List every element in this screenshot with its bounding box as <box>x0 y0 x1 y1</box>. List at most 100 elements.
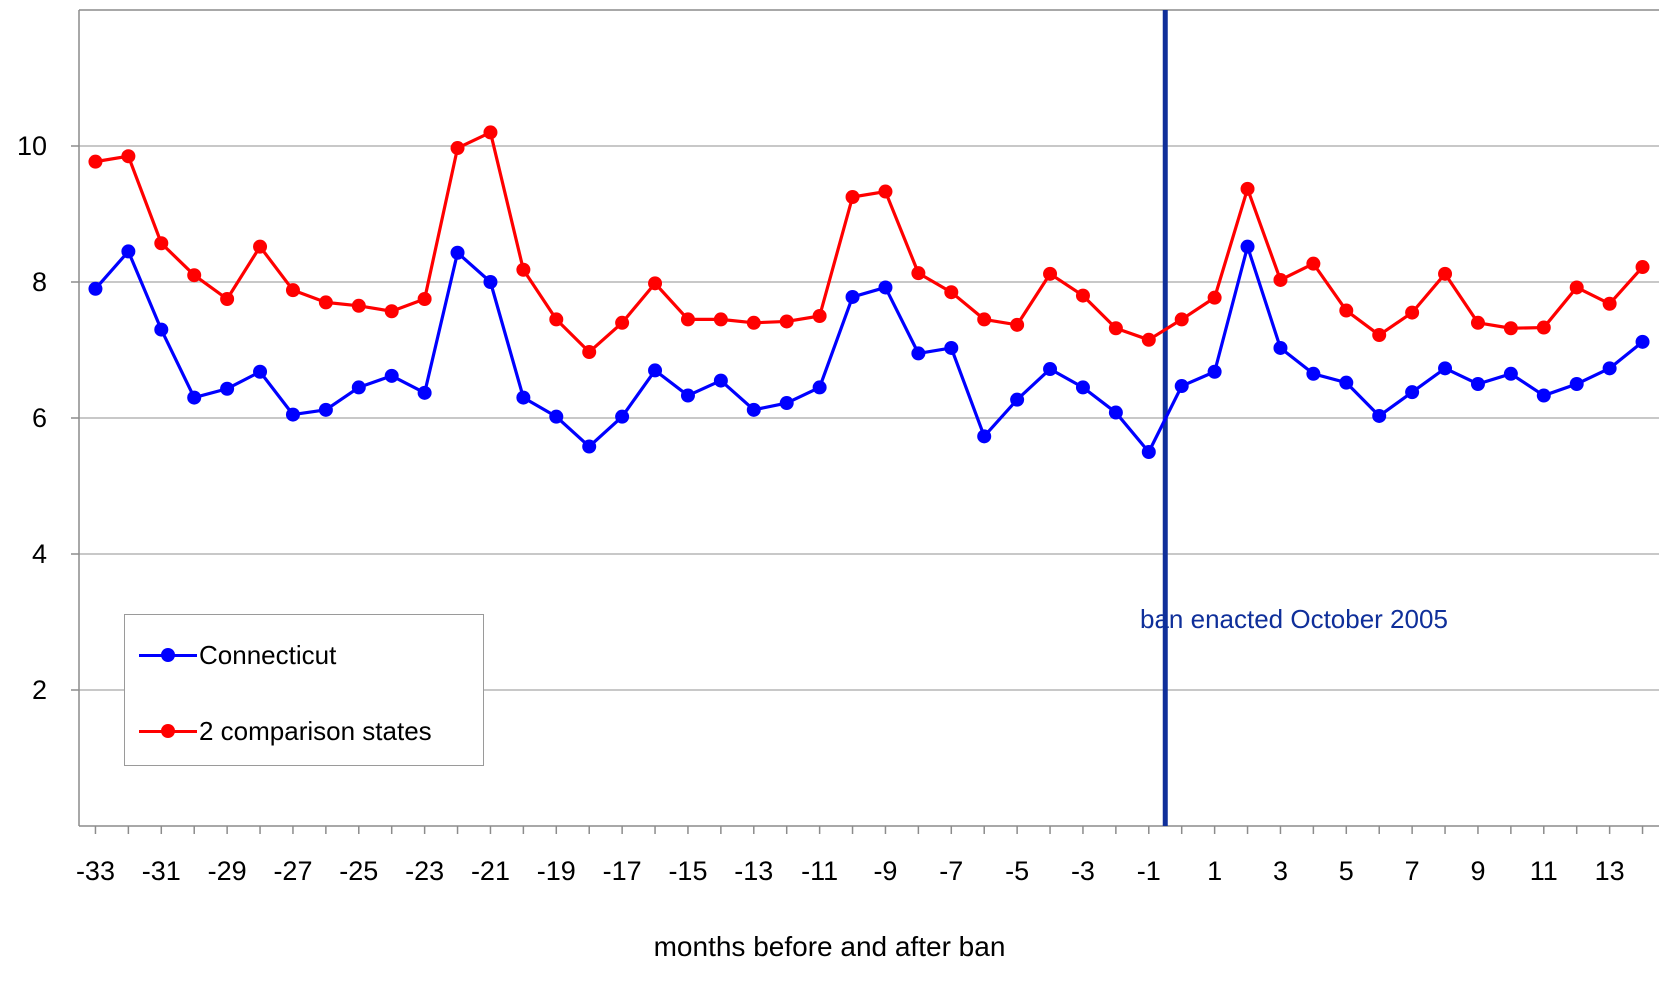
ban-annotation-label: ban enacted October 2005 <box>1140 604 1448 634</box>
data-point-connecticut <box>779 396 794 411</box>
data-point-connecticut <box>845 289 860 304</box>
series-line-connecticut <box>94 245 1644 454</box>
x-tick-label: 3 <box>1273 856 1288 886</box>
data-point-connecticut <box>1372 408 1387 423</box>
data-point-comparison-states <box>1536 320 1551 335</box>
legend: Connecticut 2 comparison states <box>124 614 484 766</box>
data-point-connecticut <box>253 364 268 379</box>
data-point-connecticut <box>220 381 235 396</box>
x-tick-label: -7 <box>939 856 963 886</box>
x-tick-label: -25 <box>339 856 378 886</box>
x-tick-label: 5 <box>1339 856 1354 886</box>
data-point-connecticut <box>1470 377 1485 391</box>
legend-item-comparison-states: 2 comparison states <box>139 716 432 746</box>
data-point-comparison-states <box>1043 266 1058 281</box>
legend-item-connecticut: Connecticut <box>139 640 336 670</box>
data-point-connecticut <box>187 390 202 405</box>
x-tick-label: -29 <box>208 856 247 886</box>
data-point-comparison-states <box>351 298 366 313</box>
y-tick-label: 10 <box>17 131 47 161</box>
data-point-comparison-states <box>1141 332 1156 347</box>
data-point-comparison-states <box>483 125 498 140</box>
y-tick-label: 4 <box>32 539 47 569</box>
data-point-comparison-states <box>549 312 564 327</box>
data-point-connecticut <box>1569 377 1584 391</box>
y-tick-label: 6 <box>32 403 47 433</box>
x-tick-label: -23 <box>405 856 444 886</box>
x-tick-label: -9 <box>873 856 897 886</box>
data-point-comparison-states <box>648 276 663 291</box>
data-point-comparison-states <box>121 149 136 164</box>
data-point-connecticut <box>1108 405 1123 420</box>
data-point-connecticut <box>1405 385 1420 400</box>
x-tick-label: 1 <box>1207 856 1222 886</box>
legend-swatch-comparison-states <box>139 716 197 746</box>
data-point-comparison-states <box>88 154 103 169</box>
legend-swatch-connecticut <box>139 640 197 670</box>
data-point-connecticut <box>1174 379 1189 394</box>
x-tick-label: -3 <box>1071 856 1095 886</box>
data-point-connecticut <box>1306 366 1321 381</box>
data-point-connecticut <box>582 439 597 454</box>
x-tick-label: -19 <box>537 856 576 886</box>
data-point-comparison-states <box>779 314 794 329</box>
data-point-comparison-states <box>812 309 827 323</box>
data-point-comparison-states <box>1273 272 1288 287</box>
data-point-comparison-states <box>187 268 202 283</box>
data-point-comparison-states <box>713 312 728 327</box>
data-point-connecticut <box>1602 361 1617 376</box>
data-point-comparison-states <box>450 141 465 156</box>
data-point-comparison-states <box>582 345 597 360</box>
data-point-connecticut <box>1075 380 1090 395</box>
y-tick-label: 8 <box>32 267 47 297</box>
x-tick-label: -31 <box>142 856 181 886</box>
x-axis-title: months before and after ban <box>653 931 1006 962</box>
data-point-comparison-states <box>1602 296 1617 311</box>
data-point-comparison-states <box>318 295 333 310</box>
data-point-connecticut <box>713 373 728 388</box>
x-tick-label: -27 <box>273 856 312 886</box>
x-tick-label: -13 <box>734 856 773 886</box>
data-point-comparison-states <box>253 239 268 254</box>
data-point-comparison-states <box>944 285 959 300</box>
data-point-connecticut <box>1503 366 1518 381</box>
data-point-comparison-states <box>417 292 432 306</box>
data-point-connecticut <box>483 275 498 289</box>
data-point-connecticut <box>615 409 630 424</box>
data-point-connecticut <box>746 402 761 417</box>
legend-label-connecticut: Connecticut <box>199 639 337 670</box>
data-point-connecticut <box>1438 361 1453 376</box>
data-point-connecticut <box>351 380 366 395</box>
x-tick-label: -21 <box>471 856 510 886</box>
x-tick-label: 11 <box>1530 856 1558 886</box>
data-point-connecticut <box>154 322 169 337</box>
data-point-connecticut <box>812 380 827 395</box>
data-point-comparison-states <box>384 304 399 319</box>
data-point-comparison-states <box>977 312 992 327</box>
data-point-comparison-states <box>1174 312 1189 327</box>
data-point-connecticut <box>911 346 926 361</box>
data-point-comparison-states <box>680 312 695 327</box>
data-point-connecticut <box>878 280 893 295</box>
data-point-connecticut <box>384 368 399 383</box>
data-point-connecticut <box>1273 340 1288 355</box>
data-point-connecticut <box>516 390 531 405</box>
data-point-connecticut <box>285 407 300 422</box>
x-tick-label: -11 <box>801 856 838 886</box>
y-tick-label: 2 <box>32 675 47 705</box>
data-point-connecticut <box>450 245 465 260</box>
data-point-connecticut <box>1339 375 1354 390</box>
data-point-comparison-states <box>285 283 300 298</box>
data-point-connecticut <box>1240 239 1255 254</box>
data-point-connecticut <box>680 388 695 403</box>
legend-label-comparison-states: 2 comparison states <box>199 715 432 746</box>
data-point-comparison-states <box>220 292 235 306</box>
data-point-connecticut <box>648 363 663 378</box>
data-point-connecticut <box>944 340 959 355</box>
data-point-comparison-states <box>1240 181 1255 196</box>
data-point-comparison-states <box>1306 256 1321 271</box>
x-tick-label: -1 <box>1137 856 1161 886</box>
data-point-connecticut <box>121 244 136 259</box>
data-point-comparison-states <box>516 262 531 277</box>
